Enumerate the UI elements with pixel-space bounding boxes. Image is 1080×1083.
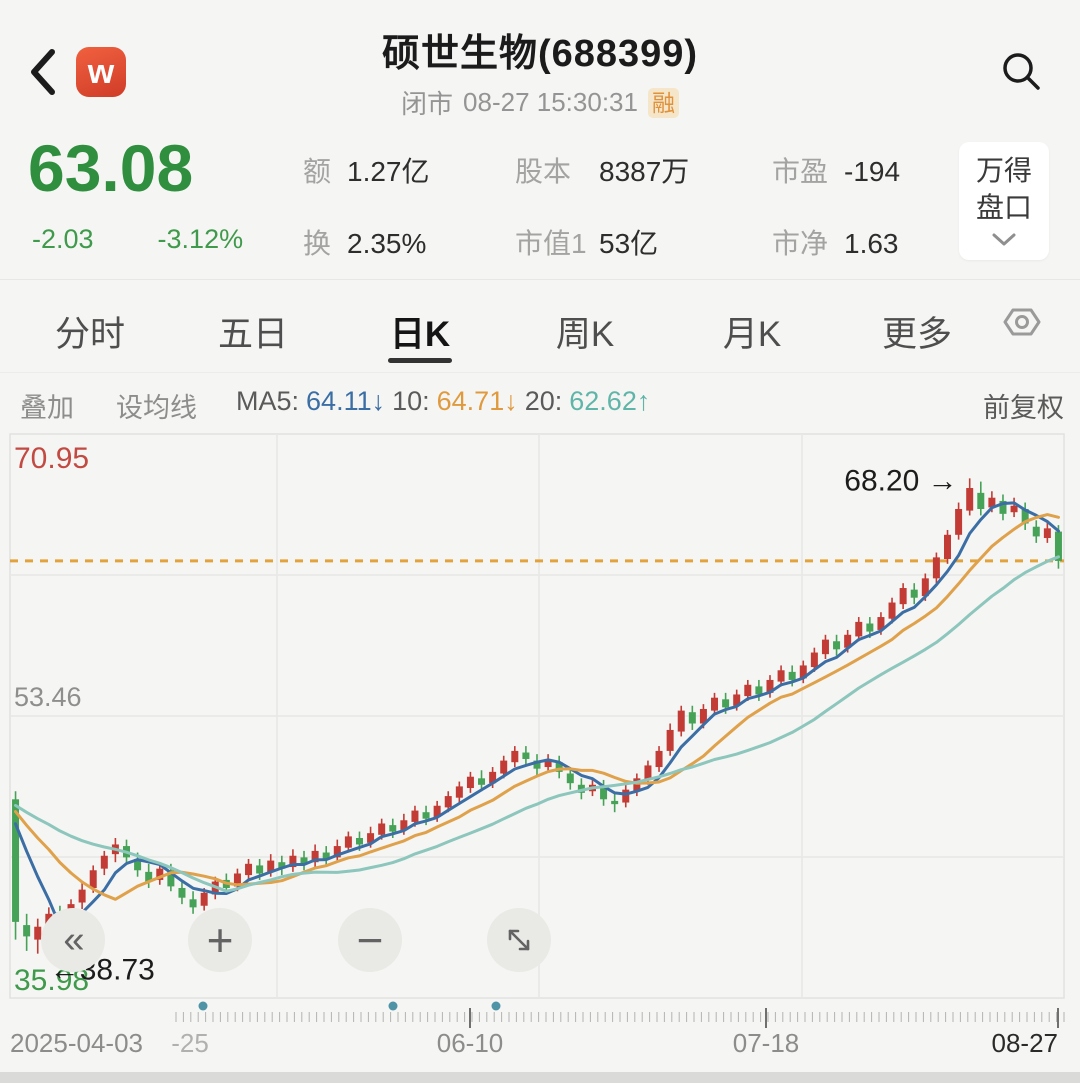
adjust-mode-button[interactable]: 前复权 (983, 393, 1064, 423)
active-tab-underline (388, 358, 452, 363)
x-axis-label: 08-27 (992, 1028, 1059, 1058)
price-change-pct: -3.12% (157, 224, 244, 254)
x-axis-label: 2025-04-03 (10, 1028, 143, 1058)
ma5-line (14, 501, 1060, 928)
ma10-line (14, 513, 1060, 901)
event-dot (388, 1001, 398, 1011)
x-axis-label: -25 (171, 1028, 209, 1058)
y-mid-label: 53.46 (14, 682, 82, 712)
ma20-value: 62.62↑ (569, 386, 651, 416)
x-axis-ruler[interactable] (175, 1008, 1065, 1028)
kline-chart[interactable]: 70.95 53.46 35.98 68.20 → ←38.73 2025-04-03 -2… (0, 430, 1080, 1083)
wind-app-logo[interactable]: w (76, 47, 126, 97)
last-price: 63.08 (28, 131, 194, 205)
quote-status-row: 闭市 08-27 15:30:31 融 (0, 84, 1080, 121)
tab-more[interactable]: 更多 (881, 315, 953, 354)
grid (9, 433, 1065, 999)
tab-monthly-k[interactable]: 月K (722, 315, 782, 354)
fullscreen-button[interactable] (487, 908, 551, 972)
chart-tools: 叠加 设均线 (20, 386, 197, 425)
stat-amount: 额 1.27亿 (303, 156, 430, 187)
stat-market-cap: 市值1 53亿 (515, 228, 659, 259)
rewind-icon: « (63, 919, 84, 961)
ma5-value: 64.11↓ (306, 386, 386, 416)
zoom-in-button[interactable]: + (188, 908, 252, 972)
chevron-down-icon (992, 233, 1016, 246)
ma20-label: 20: (524, 386, 563, 416)
event-dot (198, 1001, 208, 1011)
margin-trading-badge: 融 (647, 87, 679, 118)
ma-legend: MA5: 64.11↓ 10: 64.71↓ 20: 62.62↑ (236, 386, 650, 417)
stat-pe-ratio: 市盈 -194 (772, 156, 901, 187)
chart-period-tabbar: 分时 五日 日K 周K 月K 更多 (0, 279, 1080, 373)
stat-turnover: 换 2.35% (303, 228, 427, 259)
ma10-value: 64.71↓ (436, 386, 518, 416)
price-change: -2.03 (32, 224, 94, 254)
wind-order-book-button[interactable]: 万得 盘口 (959, 142, 1049, 260)
x-axis-label: 06-10 (437, 1028, 504, 1058)
expand-icon (508, 929, 530, 951)
quote-datetime: 08-27 15:30:31 (463, 87, 638, 117)
market-status: 闭市 (401, 89, 454, 119)
stat-pb-ratio: 市净 1.63 (772, 228, 899, 259)
event-dot (491, 1001, 501, 1011)
ma10-label: 10: (392, 386, 430, 416)
search-icon (1003, 53, 1040, 90)
chart-settings-button[interactable] (1002, 302, 1042, 342)
high-annotation: 68.20 → (844, 464, 957, 497)
zoom-in-icon: + (206, 914, 234, 966)
overlay-button[interactable]: 叠加 (20, 393, 74, 423)
back-button[interactable] (20, 44, 68, 100)
zoom-out-button[interactable]: − (338, 908, 402, 972)
tab-intraday[interactable]: 分时 (54, 315, 126, 354)
settings-hexagon-icon (1003, 308, 1041, 336)
rewind-button[interactable]: « (41, 908, 105, 972)
candles-layer (12, 478, 1062, 954)
bottom-edge-strip (0, 1072, 1080, 1083)
search-button[interactable] (998, 48, 1044, 94)
back-icon (31, 49, 55, 95)
stat-share-capital: 股本 8387万 (515, 156, 690, 187)
tab-daily-k[interactable]: 日K (389, 315, 451, 354)
tab-weekly-k[interactable]: 周K (555, 315, 615, 354)
page-title: 硕世生物(688399) (381, 33, 699, 75)
x-axis-label: 07-18 (733, 1028, 800, 1058)
ma20-line (14, 555, 1060, 893)
logo-letter: w (87, 52, 115, 91)
price-change-row: -2.03 -3.12% (32, 224, 243, 255)
zoom-out-icon: − (356, 914, 384, 966)
tab-five-day[interactable]: 五日 (217, 315, 289, 354)
y-max-label: 70.95 (14, 442, 89, 475)
set-ma-button[interactable]: 设均线 (116, 393, 197, 423)
ma5-label: MA5: (236, 386, 300, 416)
